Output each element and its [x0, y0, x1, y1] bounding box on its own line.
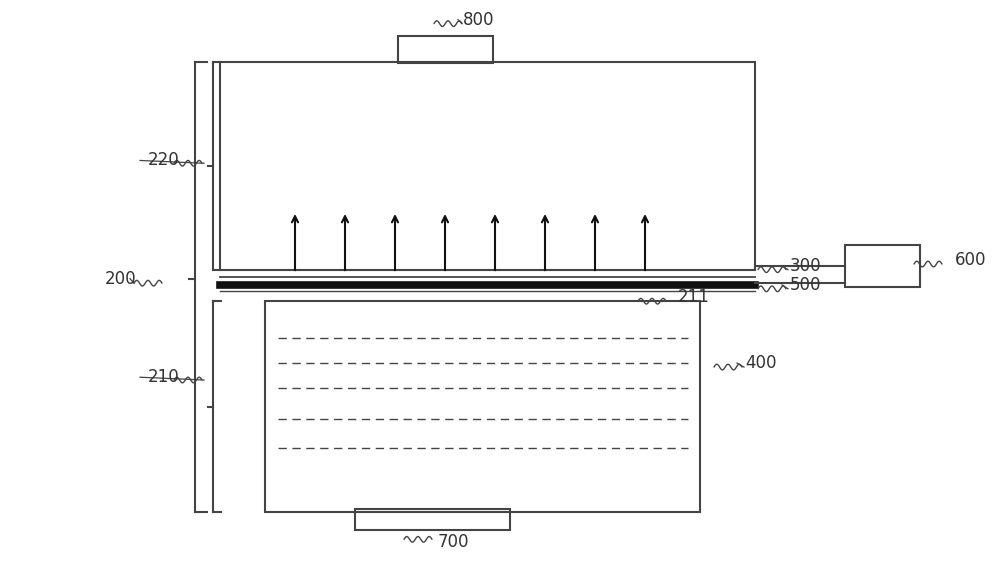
Text: 500: 500 [790, 276, 822, 294]
Bar [845, 245, 920, 287]
Bar [355, 509, 510, 530]
Bar [265, 301, 700, 512]
Text: 220: 220 [148, 151, 180, 169]
Text: 211: 211 [678, 288, 710, 306]
Text: 210: 210 [148, 368, 180, 386]
Text: 700: 700 [438, 533, 470, 551]
Bar [398, 36, 493, 63]
Text: 600: 600 [955, 251, 986, 269]
Text: 800: 800 [463, 11, 494, 29]
Text: 200: 200 [105, 270, 137, 288]
Bar [220, 62, 755, 270]
Text: 400: 400 [745, 354, 776, 372]
Text: 300: 300 [790, 257, 822, 275]
